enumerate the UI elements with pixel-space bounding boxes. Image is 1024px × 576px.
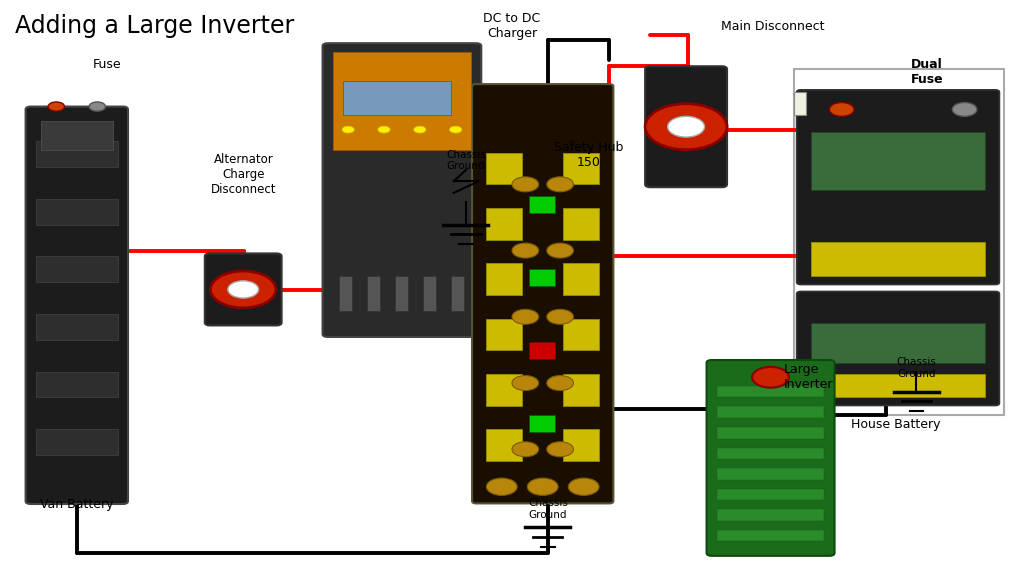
FancyBboxPatch shape [323,43,481,337]
Bar [717,530,824,541]
Bar [36,199,118,225]
Bar [486,374,522,406]
Circle shape [547,309,573,324]
Bar [563,319,599,350]
Bar [529,269,555,286]
Bar [529,415,555,432]
Bar [343,81,451,115]
Bar [36,372,118,397]
Circle shape [342,126,354,133]
Circle shape [752,367,788,388]
Bar [486,429,522,461]
Circle shape [547,442,573,457]
Bar [717,468,824,480]
Circle shape [512,177,539,192]
Bar [717,427,824,438]
Bar [394,276,408,311]
Circle shape [952,103,977,116]
Bar [36,314,118,340]
Bar [794,92,806,115]
Circle shape [211,271,275,308]
Bar [451,276,464,311]
FancyBboxPatch shape [707,360,835,556]
Bar [811,374,985,397]
Bar [794,69,1004,415]
Bar [717,407,824,418]
Circle shape [668,116,705,137]
Circle shape [378,126,390,133]
Text: Alternator
Charge
Disconnect: Alternator Charge Disconnect [211,153,276,196]
Bar [36,141,118,167]
Text: DC to DC
Charger: DC to DC Charger [483,12,541,40]
Text: Main Disconnect: Main Disconnect [721,20,825,33]
Circle shape [450,126,462,133]
Text: Chassis
Ground: Chassis Ground [446,150,485,172]
FancyBboxPatch shape [472,84,613,503]
Bar [811,323,985,363]
Circle shape [89,102,105,111]
Text: Safety Hub
150: Safety Hub 150 [554,141,624,169]
FancyBboxPatch shape [645,66,727,187]
Bar [36,256,118,282]
Text: Chassis
Ground: Chassis Ground [528,498,567,520]
Bar [36,429,118,455]
Circle shape [547,376,573,391]
Bar [717,386,824,397]
Circle shape [512,442,539,457]
Text: House Battery: House Battery [851,418,941,431]
Bar [339,276,352,311]
FancyBboxPatch shape [26,107,128,504]
Text: Adding a Large Inverter: Adding a Large Inverter [15,14,295,39]
Text: Large
Inverter: Large Inverter [783,363,833,391]
Circle shape [547,243,573,258]
Circle shape [512,243,539,258]
Circle shape [547,177,573,192]
Bar [423,276,436,311]
Text: Fuse: Fuse [93,58,122,71]
Bar [529,342,555,359]
Bar [811,132,985,190]
Text: Van Battery: Van Battery [40,498,114,511]
Bar [563,429,599,461]
Text: Chassis
Ground: Chassis Ground [897,357,936,379]
Circle shape [512,309,539,324]
Circle shape [48,102,65,111]
Bar [333,52,471,150]
Text: Dual
Fuse: Dual Fuse [910,58,943,86]
Circle shape [227,281,258,298]
Bar [563,374,599,406]
Bar [486,263,522,295]
Bar [563,153,599,184]
Circle shape [829,103,854,116]
Bar [486,319,522,350]
Bar [717,509,824,521]
FancyBboxPatch shape [205,253,282,325]
Bar [41,121,113,150]
Bar [486,208,522,240]
Bar [367,276,380,311]
Bar [717,489,824,501]
Bar [811,242,985,276]
Circle shape [512,376,539,391]
Bar [529,196,555,213]
Circle shape [486,478,517,495]
Bar [563,263,599,295]
Bar [717,448,824,459]
FancyBboxPatch shape [797,291,999,406]
Circle shape [568,478,599,495]
Circle shape [414,126,426,133]
Bar [563,208,599,240]
FancyBboxPatch shape [797,90,999,285]
Circle shape [527,478,558,495]
Circle shape [645,104,727,150]
Bar [486,153,522,184]
